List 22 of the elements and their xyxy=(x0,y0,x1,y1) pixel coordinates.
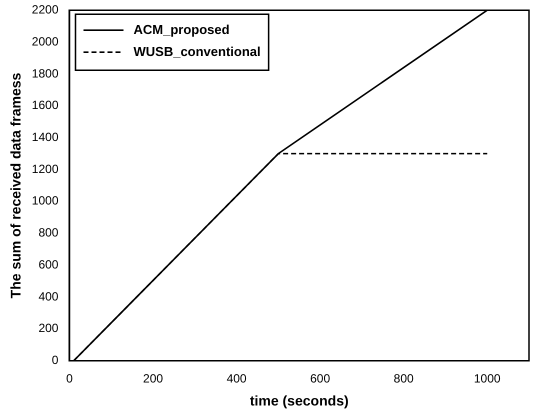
y-tick-label: 2000 xyxy=(32,34,59,48)
y-tick-label: 1400 xyxy=(32,130,59,144)
y-tick-label: 0 xyxy=(52,353,59,368)
y-tick-label: 2200 xyxy=(32,2,59,17)
y-tick-label: 800 xyxy=(38,226,59,240)
x-tick-label: 1000 xyxy=(474,371,501,386)
x-tick-label: 600 xyxy=(310,371,330,386)
x-axis-title: time (seconds) xyxy=(250,392,349,408)
x-tick-label: 800 xyxy=(394,371,414,386)
y-axis-title: The sum of received data framess xyxy=(7,72,24,298)
y-tick-label: 400 xyxy=(38,289,59,304)
y-tick-label: 1000 xyxy=(32,194,59,208)
legend-label: ACM_proposed xyxy=(133,22,230,37)
y-tick-label: 1600 xyxy=(32,98,59,112)
x-tick-label: 400 xyxy=(226,371,247,386)
y-tick-label: 600 xyxy=(38,257,59,272)
x-tick-label: 0 xyxy=(66,371,74,386)
x-tick-label: 200 xyxy=(143,371,164,386)
legend-label: WUSB_conventional xyxy=(133,44,261,59)
y-tick-label: 1200 xyxy=(32,162,59,176)
y-tick-label: 200 xyxy=(38,321,59,336)
y-tick-label: 1800 xyxy=(32,66,59,80)
